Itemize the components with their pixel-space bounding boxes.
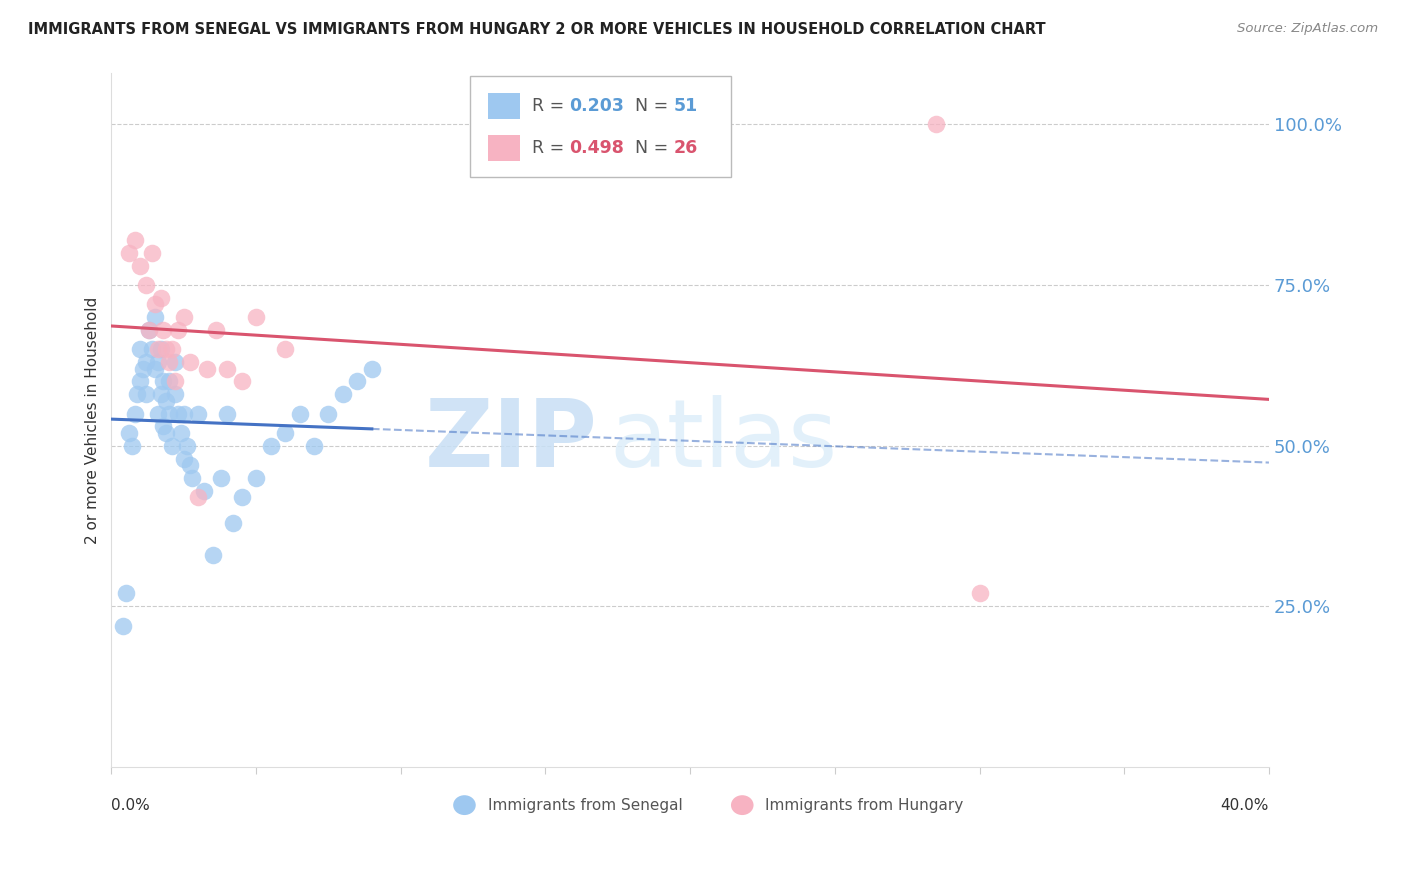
- FancyBboxPatch shape: [470, 77, 731, 178]
- Point: [129, 343, 152, 357]
- Point: [187, 490, 209, 504]
- Point: [201, 548, 224, 562]
- Point: [149, 343, 172, 357]
- Point: [346, 375, 368, 389]
- Point: [143, 297, 166, 311]
- Point: [146, 343, 169, 357]
- Point: [969, 586, 991, 600]
- Text: Immigrants from Hungary: Immigrants from Hungary: [765, 797, 963, 813]
- Point: [157, 355, 180, 369]
- Point: [173, 407, 195, 421]
- Point: [360, 361, 382, 376]
- Point: [167, 323, 190, 337]
- Text: Immigrants from Senegal: Immigrants from Senegal: [488, 797, 682, 813]
- Text: Source: ZipAtlas.com: Source: ZipAtlas.com: [1237, 22, 1378, 36]
- Point: [141, 343, 163, 357]
- Point: [111, 618, 134, 632]
- Point: [222, 516, 245, 530]
- Point: [129, 259, 152, 273]
- Point: [165, 387, 187, 401]
- Point: [231, 375, 253, 389]
- Point: [302, 439, 325, 453]
- Point: [332, 387, 354, 401]
- Point: [152, 375, 174, 389]
- Point: [231, 490, 253, 504]
- Text: N =: N =: [624, 139, 673, 157]
- Point: [118, 425, 141, 440]
- Point: [155, 343, 177, 357]
- Text: 0.0%: 0.0%: [111, 797, 150, 813]
- Point: [155, 425, 177, 440]
- Point: [217, 407, 239, 421]
- Point: [209, 471, 232, 485]
- Text: 26: 26: [673, 139, 699, 157]
- Point: [135, 387, 157, 401]
- Point: [132, 361, 155, 376]
- Point: [288, 407, 311, 421]
- Point: [135, 278, 157, 293]
- Text: ZIP: ZIP: [425, 395, 598, 487]
- Text: 0.203: 0.203: [568, 97, 623, 115]
- Point: [138, 323, 160, 337]
- Point: [165, 375, 187, 389]
- Point: [138, 323, 160, 337]
- Point: [146, 355, 169, 369]
- Point: [160, 343, 183, 357]
- Point: [245, 310, 267, 325]
- Point: [129, 375, 152, 389]
- Point: [179, 458, 201, 472]
- Text: R =: R =: [531, 97, 569, 115]
- Point: [155, 393, 177, 408]
- Point: [157, 375, 180, 389]
- Point: [193, 483, 215, 498]
- Point: [165, 355, 187, 369]
- Point: [173, 451, 195, 466]
- Text: 0.498: 0.498: [568, 139, 623, 157]
- Point: [274, 343, 297, 357]
- Point: [135, 355, 157, 369]
- Point: [176, 439, 198, 453]
- Point: [143, 310, 166, 325]
- Point: [127, 387, 149, 401]
- Point: [149, 291, 172, 305]
- Y-axis label: 2 or more Vehicles in Household: 2 or more Vehicles in Household: [86, 296, 100, 543]
- Point: [124, 407, 146, 421]
- Point: [170, 425, 193, 440]
- Point: [179, 355, 201, 369]
- Point: [149, 387, 172, 401]
- Point: [217, 361, 239, 376]
- Text: R =: R =: [531, 139, 569, 157]
- Point: [141, 246, 163, 260]
- Text: 51: 51: [673, 97, 699, 115]
- Point: [187, 407, 209, 421]
- Point: [152, 323, 174, 337]
- Bar: [488, 93, 520, 120]
- Point: [157, 407, 180, 421]
- Point: [167, 407, 190, 421]
- Point: [124, 233, 146, 247]
- Point: [115, 586, 138, 600]
- Ellipse shape: [731, 795, 754, 815]
- Text: atlas: atlas: [609, 395, 838, 487]
- Point: [204, 323, 226, 337]
- Ellipse shape: [453, 795, 475, 815]
- Point: [152, 419, 174, 434]
- Point: [118, 246, 141, 260]
- Text: IMMIGRANTS FROM SENEGAL VS IMMIGRANTS FROM HUNGARY 2 OR MORE VEHICLES IN HOUSEHO: IMMIGRANTS FROM SENEGAL VS IMMIGRANTS FR…: [28, 22, 1046, 37]
- Point: [259, 439, 281, 453]
- Point: [925, 117, 948, 131]
- Point: [143, 361, 166, 376]
- Text: 40.0%: 40.0%: [1220, 797, 1270, 813]
- Point: [318, 407, 340, 421]
- Point: [160, 439, 183, 453]
- Point: [121, 439, 143, 453]
- Bar: [488, 135, 520, 161]
- Point: [146, 407, 169, 421]
- Point: [245, 471, 267, 485]
- Text: N =: N =: [624, 97, 673, 115]
- Point: [181, 471, 204, 485]
- Point: [274, 425, 297, 440]
- Point: [195, 361, 218, 376]
- Point: [173, 310, 195, 325]
